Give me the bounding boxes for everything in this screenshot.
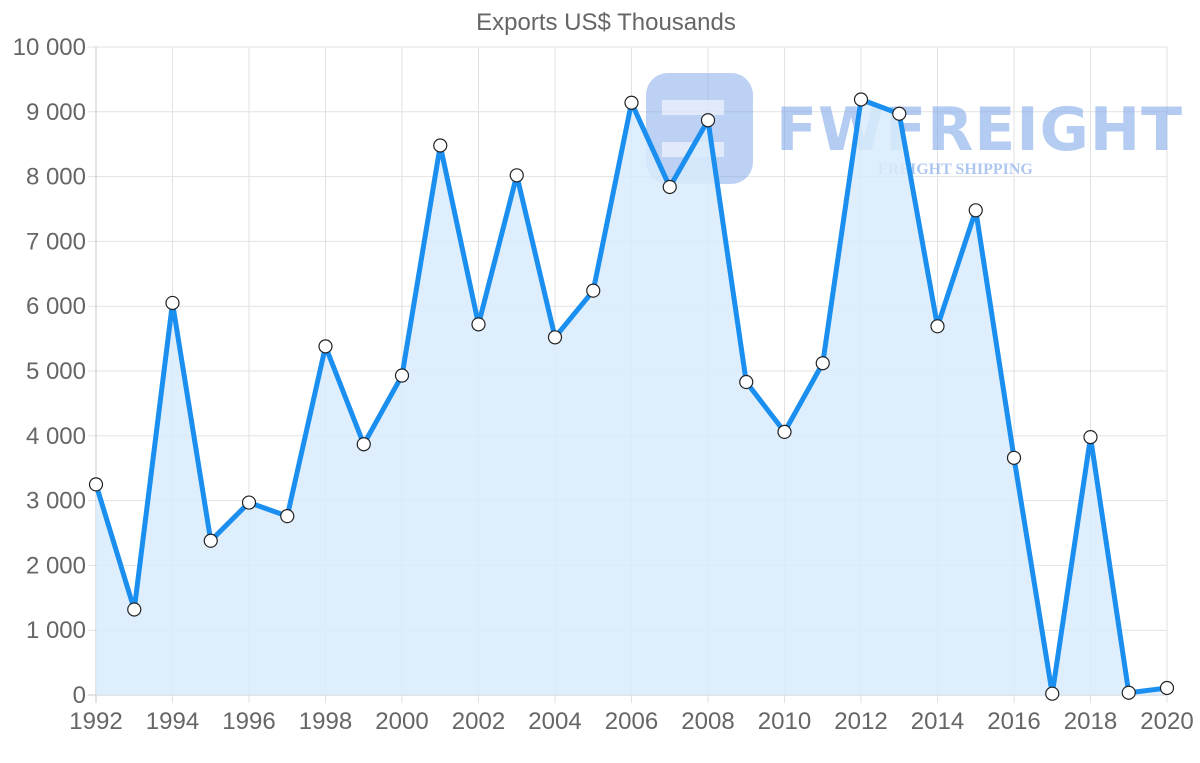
- area-fill: [96, 99, 1167, 696]
- y-tick-label: 1 000: [26, 617, 86, 644]
- data-point-1995[interactable]: [203, 533, 218, 548]
- x-tick-label: 2006: [605, 708, 658, 735]
- data-point-2018[interactable]: [1083, 429, 1098, 445]
- x-tick-label: 2016: [987, 708, 1040, 735]
- x-tick-label: 1996: [222, 708, 275, 735]
- data-point-2007[interactable]: [662, 179, 677, 195]
- watermark-logo: FWFREIGHT FREIGHT SHIPPING: [646, 73, 1183, 184]
- y-tick-label: 2 000: [26, 552, 86, 579]
- data-point-1993[interactable]: [127, 602, 142, 617]
- y-axis-ticks: 0 1 000 2 000 3 000 4 000 5 000 6 000 7 000 8 00…: [13, 34, 86, 709]
- x-tick-label: 1992: [69, 708, 122, 735]
- data-point-2008[interactable]: [700, 113, 716, 128]
- x-tick-label: 2004: [528, 708, 581, 735]
- data-point-2004[interactable]: [547, 330, 563, 345]
- data-point-1997[interactable]: [280, 509, 295, 524]
- x-tick-label: 2010: [758, 708, 811, 735]
- data-point-2005[interactable]: [586, 283, 601, 298]
- data-point-2003[interactable]: [509, 168, 524, 183]
- data-point-2009[interactable]: [739, 374, 754, 390]
- watermark-tagline: FREIGHT SHIPPING: [878, 161, 1033, 178]
- data-point-1992[interactable]: [88, 477, 104, 492]
- data-point-1998[interactable]: [318, 339, 333, 354]
- y-tick-label: 4 000: [26, 423, 86, 450]
- data-point-2010[interactable]: [777, 424, 792, 440]
- y-tick-label: 7 000: [26, 228, 86, 255]
- x-tick-label: 2014: [911, 708, 964, 735]
- x-tick-label: 1994: [146, 708, 199, 735]
- x-tick-label: 2012: [834, 708, 887, 735]
- data-point-2019[interactable]: [1121, 685, 1136, 700]
- data-point-2006[interactable]: [624, 95, 639, 110]
- y-tick-label: 5 000: [26, 358, 86, 385]
- data-point-2011[interactable]: [815, 356, 830, 371]
- data-point-1996[interactable]: [241, 495, 257, 510]
- data-points: [88, 92, 1175, 701]
- x-tick-label: 2008: [681, 708, 734, 735]
- data-point-2017[interactable]: [1045, 686, 1060, 701]
- data-point-2012[interactable]: [853, 92, 869, 107]
- data-point-2020[interactable]: [1159, 680, 1175, 696]
- data-point-2002[interactable]: [471, 317, 486, 332]
- chart-title: Exports US$ Thousands: [476, 9, 736, 36]
- x-tick-label: 2020: [1140, 708, 1193, 735]
- y-tick-label: 6 000: [26, 293, 86, 320]
- data-point-2014[interactable]: [930, 319, 945, 334]
- y-tick-label: 8 000: [26, 164, 86, 191]
- y-tick-label: 10 000: [13, 34, 86, 61]
- data-point-2013[interactable]: [892, 106, 907, 121]
- data-point-2000[interactable]: [394, 368, 410, 383]
- x-tick-label: 1998: [299, 708, 352, 735]
- data-point-2001[interactable]: [433, 138, 448, 153]
- x-tick-label: 2002: [452, 708, 505, 735]
- data-point-2015[interactable]: [968, 203, 983, 218]
- data-point-1994[interactable]: [165, 295, 180, 311]
- x-axis-ticks: 1992 1994 1996 1998 2000 2002 2004 2006 2008 2010…: [69, 708, 1193, 735]
- y-tick-label: 9 000: [26, 99, 86, 126]
- y-tick-label: 3 000: [26, 488, 86, 515]
- x-tick-label: 2000: [375, 708, 428, 735]
- data-point-2016[interactable]: [1006, 450, 1022, 465]
- watermark-brand: FWFREIGHT: [776, 95, 1183, 165]
- x-tick-label: 2018: [1064, 708, 1117, 735]
- y-tick-label: 0: [73, 682, 86, 709]
- data-point-1999[interactable]: [356, 437, 371, 452]
